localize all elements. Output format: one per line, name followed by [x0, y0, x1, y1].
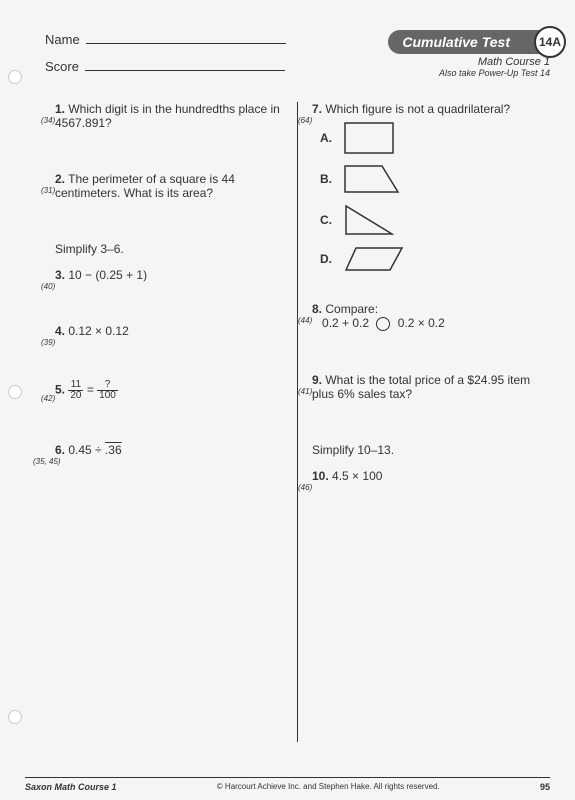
- parallelogram-icon: [344, 246, 404, 272]
- column-divider: [297, 102, 298, 742]
- score-field-line: [85, 57, 285, 71]
- question-5: (42) 5. 1120 = ?100: [55, 380, 283, 401]
- content: (34) 1. Which digit is in the hundredths…: [45, 102, 550, 742]
- opt-b-label: B.: [320, 172, 340, 186]
- q5-num: 5.: [55, 383, 65, 397]
- q2-text: The perimeter of a square is 44 centimet…: [55, 172, 235, 200]
- question-6: (35, 45) 6. 0.45 ÷ .36: [55, 443, 283, 457]
- copyright: © Harcourt Achieve Inc. and Stephen Hake…: [217, 782, 440, 792]
- question-8: (44) 8. Compare: 0.2 + 0.2 0.2 × 0.2: [312, 302, 540, 331]
- q10-num: 10.: [312, 469, 329, 483]
- page-number: 95: [540, 782, 550, 792]
- question-9: (41) 9. What is the total price of a $24…: [312, 373, 540, 401]
- q4-ref: (39): [41, 338, 55, 347]
- punch-hole: [8, 70, 22, 84]
- q5-equals: =: [87, 383, 97, 397]
- opt-c-label: C.: [320, 213, 340, 227]
- punch-hole: [8, 710, 22, 724]
- question-4: (39) 4. 0.12 × 0.12: [55, 324, 283, 338]
- q1-ref: (34): [41, 116, 55, 125]
- q7-ref: (64): [298, 116, 312, 125]
- powerup-note: Also take Power-Up Test 14: [388, 68, 550, 78]
- q3-text: 10 − (0.25 + 1): [68, 268, 147, 282]
- q9-text: What is the total price of a $24.95 item…: [312, 373, 530, 401]
- q9-ref: (41): [298, 387, 312, 396]
- triangle-icon: [344, 204, 394, 236]
- score-label: Score: [45, 59, 79, 74]
- simplify-3-6-heading: Simplify 3–6.: [55, 242, 283, 256]
- course-name: Math Course 1: [388, 56, 550, 68]
- question-10: (46) 10. 4.5 × 100: [312, 469, 540, 483]
- q7-num: 7.: [312, 102, 322, 116]
- q6-a: 0.45 ÷: [68, 443, 105, 457]
- q10-ref: (46): [298, 483, 312, 492]
- q7-option-b: B.: [320, 164, 540, 194]
- q6-b: .36: [105, 443, 122, 457]
- q8-num: 8.: [312, 302, 322, 316]
- q7-option-d: D.: [320, 246, 540, 272]
- q2-num: 2.: [55, 172, 65, 186]
- book-title: Saxon Math Course 1: [25, 782, 117, 792]
- q2-ref: (31): [41, 186, 55, 195]
- q6-num: 6.: [55, 443, 65, 457]
- q3-num: 3.: [55, 268, 65, 282]
- opt-d-label: D.: [320, 252, 340, 266]
- right-column: (64) 7. Which figure is not a quadrilate…: [302, 102, 550, 742]
- q6-ref: (35, 45): [33, 457, 61, 466]
- name-label: Name: [45, 32, 80, 47]
- question-2: (31) 2. The perimeter of a square is 44 …: [55, 172, 283, 200]
- q7-option-a: A.: [320, 122, 540, 154]
- q3-ref: (40): [41, 282, 55, 291]
- test-label: Cumulative Test: [402, 34, 510, 50]
- q7-option-c: C.: [320, 204, 540, 236]
- q5-ref: (42): [41, 394, 55, 403]
- q1-num: 1.: [55, 102, 65, 116]
- q10-text: 4.5 × 100: [332, 469, 382, 483]
- question-1: (34) 1. Which digit is in the hundredths…: [55, 102, 283, 130]
- q9-num: 9.: [312, 373, 322, 387]
- question-3: (40) 3. 10 − (0.25 + 1): [55, 268, 283, 282]
- q4-text: 0.12 × 0.12: [68, 324, 128, 338]
- compare-circle-icon: [376, 317, 390, 331]
- left-column: (34) 1. Which digit is in the hundredths…: [45, 102, 293, 742]
- q5-frac1-bot: 20: [68, 391, 83, 401]
- simplify-10-13-heading: Simplify 10–13.: [312, 443, 540, 457]
- q4-num: 4.: [55, 324, 65, 338]
- q5-frac2-bot: 100: [97, 391, 118, 401]
- q7-text: Which figure is not a quadrilateral?: [325, 102, 510, 116]
- q8-left: 0.2 + 0.2: [322, 316, 369, 330]
- rectangle-icon: [344, 122, 394, 154]
- opt-a-label: A.: [320, 131, 340, 145]
- punch-hole: [8, 385, 22, 399]
- name-field-line: [86, 30, 286, 44]
- header: Name Score Cumulative Test 14A Math Cour…: [45, 30, 550, 84]
- test-badge: Cumulative Test 14A: [388, 30, 550, 54]
- q1-text: Which digit is in the hundredths place i…: [55, 102, 280, 130]
- q8-ref: (44): [298, 316, 312, 325]
- q8-right: 0.2 × 0.2: [398, 316, 445, 330]
- question-7: (64) 7. Which figure is not a quadrilate…: [312, 102, 540, 272]
- q8-label: Compare:: [325, 302, 378, 316]
- trapezoid-icon: [344, 164, 400, 194]
- footer: Saxon Math Course 1 © Harcourt Achieve I…: [25, 777, 550, 792]
- test-number: 14A: [534, 26, 566, 58]
